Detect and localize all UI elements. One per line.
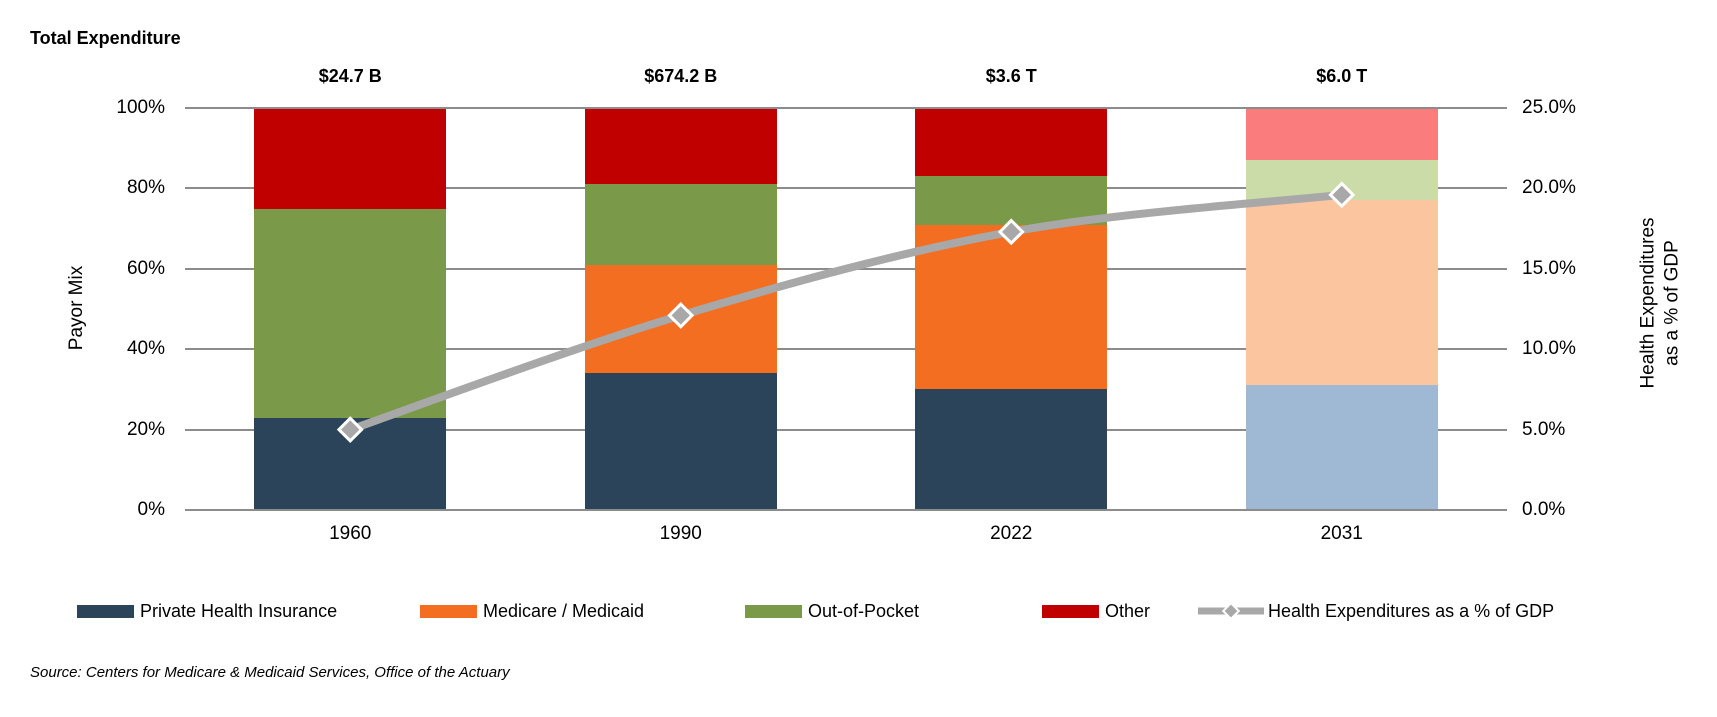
gridline [185,428,1507,431]
plot-area [185,107,1507,511]
gdp-line-svg [336,181,1356,444]
gridline [185,187,1507,190]
other-swatch [1042,604,1099,618]
legend-label: Medicare / Medicaid [483,600,645,621]
legend-label: Private Health Insurance [140,600,338,621]
source-note: Source: Centers for Medicare & Medicaid … [30,664,510,681]
gridline [185,509,1507,511]
gdp-point-marker [336,416,364,444]
left-axis-tick: 40% [126,338,165,360]
legend-item-gdp-line: Health Expenditures as a % of GDP [1198,601,1554,621]
right-axis-title-line1: Health Expenditures [1637,217,1659,389]
legend-item-out-of-pocket: Out-of-Pocket [745,601,919,621]
legend-item-medicare-medicaid: Medicare / Medicaid [420,601,644,621]
x-axis-label: 1960 [329,523,372,544]
bar-segment [254,208,447,418]
left-axis-tick: 80% [126,177,165,199]
legend-label: Other [1105,600,1151,621]
right-axis-tick: 15.0% [1522,257,1576,279]
gdp-line-legend-marker-icon [1198,602,1264,620]
left-axis-tick: 60% [126,257,165,279]
chart-title: Total Expenditure [30,28,181,48]
legend-label: Out-of-Pocket [808,600,920,621]
bar-segment [915,224,1108,390]
right-axis-tick: 5.0% [1522,418,1566,440]
bar-total-label: $674.2 B [644,66,718,86]
left-axis-tick: 0% [137,499,165,520]
bar-total-label: $3.6 T [985,66,1037,86]
gdp-point-marker [667,301,695,329]
bar-segment [1245,108,1438,161]
gdp-line [346,190,1346,434]
bar-segment [584,184,777,265]
bar-total-label: $24.7 B [318,66,382,86]
gdp-point-marker [1328,181,1356,209]
right-axis-title-line2: as a % of GDP [1661,240,1682,366]
bar-segment [915,108,1108,177]
x-axis-label: 1990 [659,523,702,544]
gridline [185,107,1507,109]
right-axis-tick: 25.0% [1522,97,1576,118]
right-axis-tick: 0.0% [1522,499,1566,520]
private-health-insurance-swatch [77,604,134,618]
x-axis-label: 2022 [990,523,1033,544]
bar-segment [1245,200,1438,386]
bar-segment [915,176,1108,225]
left-axis-tick: 100% [116,97,165,118]
bar-segment [1245,385,1438,510]
medicare-medicaid-swatch [420,604,477,618]
bar-segment [584,108,777,185]
left-axis-tick: 20% [126,418,165,440]
right-axis-tick: 20.0% [1522,177,1576,199]
right-axis-title: Health Expenditures as a % of GDP [1636,217,1684,388]
right-axis-tick: 10.0% [1522,338,1576,360]
bar-segment [254,108,447,209]
legend-item-other: Other [1042,601,1150,621]
bar-segment [584,373,777,510]
gridline [185,348,1507,351]
bar-segment [915,389,1108,510]
bar-total-label: $6.0 T [1316,66,1368,86]
gdp-point-marker [997,218,1025,246]
legend-item-private-health-insurance: Private Health Insurance [77,601,337,621]
out-of-pocket-swatch [745,604,802,618]
legend-label: Health Expenditures as a % of GDP [1268,600,1555,621]
x-axis-label: 2031 [1320,523,1363,544]
